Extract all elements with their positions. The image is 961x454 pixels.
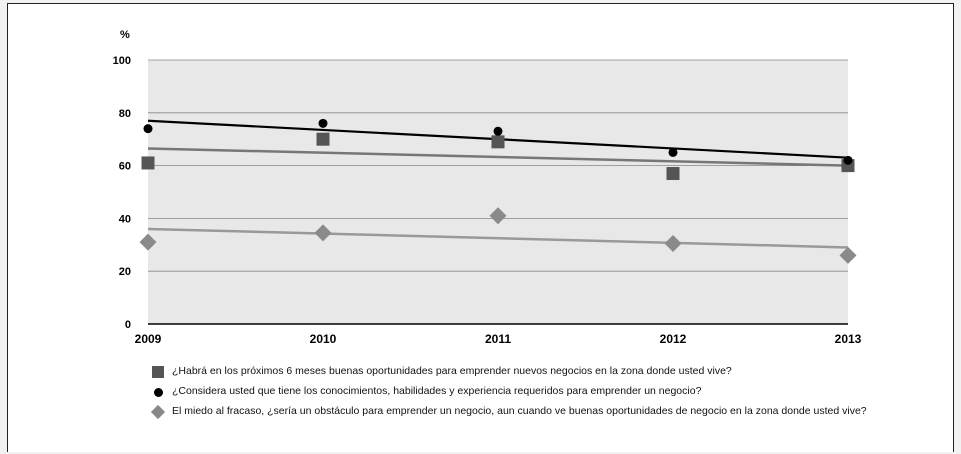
x-tick-labels: 2009 2010 2011 2012 2013 <box>135 332 862 346</box>
legend-label: El miedo al fracaso, ¿sería un obstáculo… <box>172 405 867 417</box>
plot-area <box>148 60 848 324</box>
legend-label: ¿Considera usted que tiene los conocimie… <box>172 385 702 397</box>
diamond-point <box>314 224 332 242</box>
square-point <box>666 167 680 181</box>
legend-item-fear-of-failure: El miedo al fracaso, ¿sería un obstáculo… <box>150 404 870 420</box>
x-tick-label: 2009 <box>135 332 162 346</box>
legend-item-skills: ¿Considera usted que tiene los conocimie… <box>150 385 870 399</box>
diamond-point <box>664 234 682 252</box>
y-tick-label: 80 <box>119 108 131 120</box>
y-tick-label: 60 <box>119 161 131 173</box>
trend-line <box>147 147 849 167</box>
square-point <box>316 132 330 146</box>
circle-point <box>668 147 678 157</box>
legend: ¿Habrá en los próximos 6 meses buenas op… <box>150 365 870 425</box>
diamond-point <box>839 246 857 264</box>
diamond-point <box>139 233 157 251</box>
circle-point <box>318 118 328 128</box>
x-tick-label: 2011 <box>485 332 511 346</box>
y-tick-label: 100 <box>113 55 131 67</box>
square-marker-icon <box>152 366 164 378</box>
trend-line <box>147 227 849 249</box>
circle-marker-icon <box>153 387 163 397</box>
square-point <box>491 135 505 149</box>
x-tick-label: 2010 <box>310 332 337 346</box>
y-tick-label: 20 <box>119 266 131 278</box>
diamond-point <box>489 207 507 225</box>
circle-point <box>143 124 153 134</box>
diamond-marker-icon <box>150 404 166 420</box>
legend-item-opportunities: ¿Habrá en los próximos 6 meses buenas op… <box>150 365 870 379</box>
y-tick-label: 40 <box>119 213 131 225</box>
x-tick-label: 2013 <box>835 332 862 346</box>
y-axis-unit: % <box>120 29 130 41</box>
data-points <box>139 118 857 264</box>
circle-point <box>493 126 503 136</box>
y-tick-labels: 0 20 40 60 80 100 <box>113 55 131 331</box>
x-tick-label: 2012 <box>660 332 687 346</box>
circle-point <box>843 155 853 165</box>
legend-label: ¿Habrá en los próximos 6 meses buenas op… <box>172 365 732 377</box>
square-point <box>141 156 155 170</box>
y-tick-label: 0 <box>125 319 131 331</box>
